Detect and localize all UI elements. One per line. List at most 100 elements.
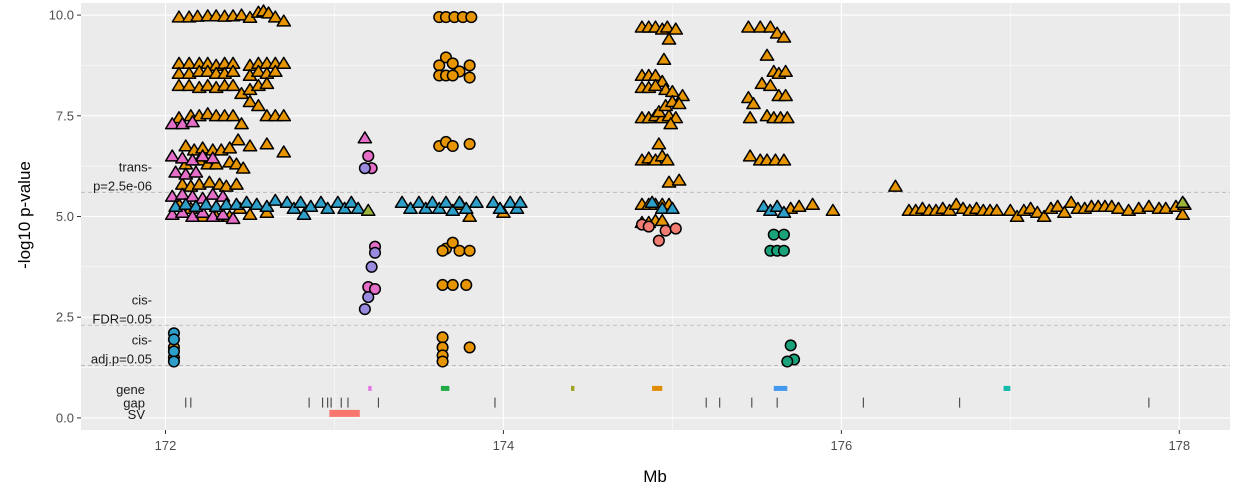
trans-point bbox=[235, 161, 251, 174]
cis-point bbox=[358, 303, 371, 316]
trans-point bbox=[225, 78, 241, 92]
trans-point bbox=[185, 153, 200, 166]
cis-point bbox=[781, 355, 794, 368]
trans-point bbox=[805, 197, 820, 210]
cis-point bbox=[659, 224, 672, 237]
trans-point bbox=[1050, 199, 1065, 212]
x-tick-label: 178 bbox=[1168, 438, 1190, 453]
trans-point bbox=[1030, 205, 1045, 219]
annotation-tracks bbox=[185, 385, 1150, 417]
cis-point bbox=[446, 278, 459, 292]
trans-point bbox=[267, 64, 283, 78]
trans-point bbox=[759, 48, 775, 61]
trans-point bbox=[756, 199, 771, 212]
threshold-label: cis- bbox=[132, 292, 152, 307]
threshold-label: cis- bbox=[132, 333, 152, 348]
trans-point bbox=[230, 133, 246, 146]
cis-point bbox=[652, 234, 665, 247]
gene-mark bbox=[1003, 385, 1011, 391]
x-tick-label: 172 bbox=[155, 438, 177, 453]
trans-point bbox=[654, 201, 670, 214]
threshold-label: FDR=0.05 bbox=[92, 311, 152, 326]
trans-point bbox=[251, 98, 266, 112]
trans-point bbox=[668, 22, 684, 35]
trans-point bbox=[181, 78, 197, 92]
trans-point bbox=[164, 149, 180, 162]
trans-point bbox=[888, 179, 903, 192]
gene-mark bbox=[652, 385, 663, 391]
trans-point bbox=[512, 195, 528, 208]
trans-point bbox=[267, 193, 283, 206]
trans-point bbox=[234, 8, 249, 21]
trans-point bbox=[357, 131, 373, 144]
trans-point bbox=[769, 199, 785, 212]
trans-point bbox=[171, 66, 187, 80]
y-tick-label: 2.5 bbox=[56, 310, 74, 325]
trans-point bbox=[1057, 205, 1072, 219]
trans-point bbox=[185, 189, 200, 202]
trans-point bbox=[251, 64, 266, 78]
trans-point bbox=[242, 207, 258, 221]
trans-point bbox=[168, 165, 183, 178]
trans-point bbox=[1036, 209, 1052, 223]
trans-point bbox=[225, 64, 241, 78]
trans-point bbox=[671, 96, 687, 110]
cis-point bbox=[358, 162, 371, 175]
trans-point bbox=[185, 209, 200, 223]
x-tick-label: 176 bbox=[831, 438, 853, 453]
trans-point bbox=[175, 187, 190, 200]
y-tick-label: 7.5 bbox=[56, 108, 74, 123]
trans-point bbox=[746, 96, 761, 110]
cis-point bbox=[784, 339, 797, 352]
cis-point bbox=[463, 244, 476, 257]
cis-point bbox=[167, 355, 180, 368]
y-axis-title: -log10 p-value bbox=[15, 161, 34, 269]
trans-point bbox=[661, 32, 677, 45]
trans-point bbox=[778, 64, 793, 78]
trans-point bbox=[1141, 199, 1157, 212]
trans-point bbox=[1175, 195, 1191, 208]
trans-point bbox=[825, 203, 841, 217]
trans-point bbox=[438, 195, 454, 208]
trans-point bbox=[188, 165, 204, 178]
threshold-label: trans- bbox=[119, 159, 152, 174]
trans-point bbox=[1175, 207, 1191, 221]
cis-point bbox=[365, 260, 378, 273]
trans-point bbox=[164, 117, 180, 130]
trans-point bbox=[242, 94, 258, 108]
trans-point bbox=[296, 207, 312, 221]
cis-point bbox=[368, 246, 382, 259]
cis-point bbox=[446, 57, 459, 70]
trans-point bbox=[279, 195, 295, 208]
trans-point bbox=[763, 20, 778, 33]
trans-point bbox=[469, 195, 484, 208]
trans-point bbox=[742, 149, 758, 162]
trans-point bbox=[1023, 201, 1038, 214]
cis-point bbox=[453, 244, 466, 257]
trans-point bbox=[502, 195, 518, 208]
trans-point bbox=[648, 78, 663, 92]
threshold-label: p=2.5e-06 bbox=[93, 178, 152, 193]
data-points bbox=[164, 4, 1192, 368]
trans-point bbox=[303, 199, 319, 212]
trans-point bbox=[178, 197, 194, 210]
trans-point bbox=[791, 199, 807, 212]
trans-point bbox=[394, 195, 410, 208]
trans-point bbox=[485, 195, 501, 208]
trans-point bbox=[1063, 195, 1079, 208]
gene-mark bbox=[440, 385, 450, 391]
trans-point bbox=[776, 205, 792, 219]
trans-point bbox=[276, 56, 292, 69]
trans-point bbox=[276, 145, 292, 158]
trans-point bbox=[360, 203, 376, 217]
trans-point bbox=[200, 64, 216, 78]
trans-point bbox=[202, 175, 217, 188]
x-axis: 172 174 176 178 bbox=[155, 430, 1190, 453]
trans-point bbox=[741, 20, 756, 33]
trans-point bbox=[644, 195, 660, 208]
trans-point bbox=[267, 10, 283, 23]
trans-point bbox=[200, 78, 216, 92]
trans-point bbox=[445, 203, 461, 217]
trans-point bbox=[776, 30, 792, 43]
